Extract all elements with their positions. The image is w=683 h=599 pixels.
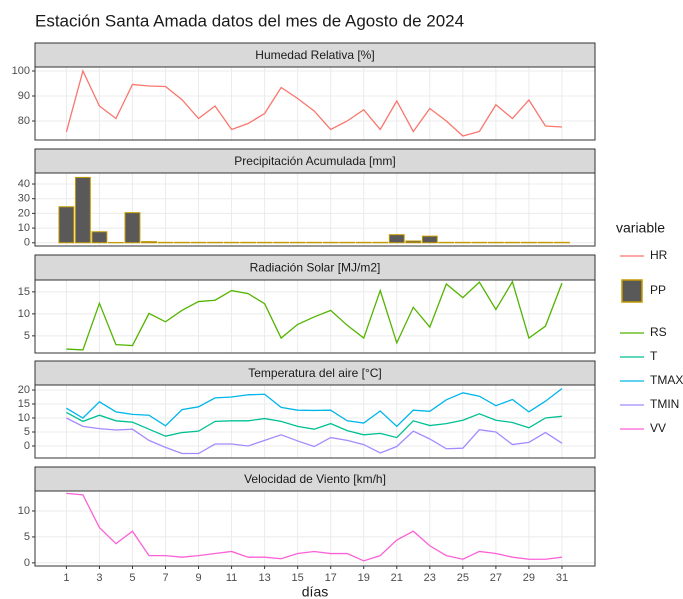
bar [405, 240, 422, 244]
plot-border [34, 490, 596, 567]
x-tick-label: 11 [226, 572, 237, 584]
y-tick-label: 0 [24, 557, 30, 569]
y-tick-label: 10 [18, 222, 30, 234]
bar [74, 176, 91, 244]
x-tick-label: 9 [195, 572, 201, 584]
x-tick-label: 7 [162, 572, 168, 584]
y-tick-label: 5 [24, 330, 30, 342]
y-tick-label: 10 [18, 308, 30, 320]
x-tick-label: 5 [129, 572, 135, 584]
strip-background [34, 466, 596, 492]
legend-key [621, 279, 643, 303]
y-tick-label: 0 [24, 237, 30, 249]
x-tick-label: 27 [490, 572, 502, 584]
y-tick-label: 100 [12, 65, 30, 77]
bar [421, 235, 438, 244]
plot-background [35, 491, 595, 566]
legend-label: RS [650, 325, 667, 339]
legend-label: HR [650, 248, 668, 262]
line [66, 388, 563, 428]
y-tick-label: 30 [18, 193, 30, 205]
line [66, 280, 563, 351]
x-tick-label: 31 [556, 572, 568, 584]
y-tick-label: 5 [24, 531, 30, 543]
plot-border [34, 172, 596, 247]
legend-label: PP [650, 283, 666, 297]
y-tick-label: 15 [18, 286, 30, 298]
strip-title: Humedad Relativa [%] [255, 48, 374, 62]
line [66, 417, 563, 455]
plot-background [35, 67, 595, 140]
legend-label: TMIN [650, 397, 679, 411]
x-tick-label: 13 [258, 572, 270, 584]
line [65, 69, 562, 137]
bar [141, 241, 157, 244]
x-tick-label: 29 [523, 572, 535, 584]
legend-label: TMAX [650, 373, 683, 387]
y-tick-label: 90 [18, 90, 30, 102]
x-tick-label: 1 [63, 572, 69, 584]
strip-title: Radiación Solar [MJ/m2] [250, 261, 381, 275]
strip-title: Temperatura del aire [°C] [248, 366, 382, 380]
strip-background [34, 42, 596, 68]
strip-title: Velocidad de Viento [km/h] [244, 472, 386, 486]
chart-title: Estación Santa Amada datos del mes de Ag… [35, 11, 464, 30]
x-tick-label: 23 [424, 572, 436, 584]
x-tick-label: 17 [325, 572, 337, 584]
y-tick-label: 20 [18, 207, 30, 219]
y-tick-label: 15 [18, 398, 30, 410]
y-tick-label: 5 [24, 426, 30, 438]
y-tick-label: 80 [18, 115, 30, 127]
y-tick-label: 40 [18, 178, 30, 190]
x-axis-label: días [302, 584, 328, 599]
bar [388, 234, 405, 244]
line [66, 411, 563, 439]
x-tick-label: 3 [96, 572, 102, 584]
x-tick-label: 21 [391, 572, 403, 584]
y-tick-label: 0 [24, 440, 30, 452]
legend-label: VV [650, 421, 666, 435]
plot-border [34, 279, 596, 354]
line [66, 492, 563, 562]
bar [91, 231, 108, 244]
strip-background [34, 360, 596, 386]
y-tick-label: 10 [18, 412, 30, 424]
plot-border [34, 66, 596, 141]
bar [124, 212, 141, 244]
strip-title: Precipitación Acumulada [mm] [234, 154, 395, 168]
strip-background [34, 254, 596, 281]
legend-title: variable [616, 220, 665, 236]
y-tick-label: 20 [18, 384, 30, 396]
bar [58, 206, 75, 244]
plot-border [34, 384, 596, 459]
x-tick-label: 25 [457, 572, 469, 584]
strip-background [34, 148, 596, 174]
x-tick-label: 15 [292, 572, 304, 584]
x-tick-label: 19 [358, 572, 370, 584]
legend-label: T [650, 349, 658, 363]
y-tick-label: 10 [18, 505, 30, 517]
